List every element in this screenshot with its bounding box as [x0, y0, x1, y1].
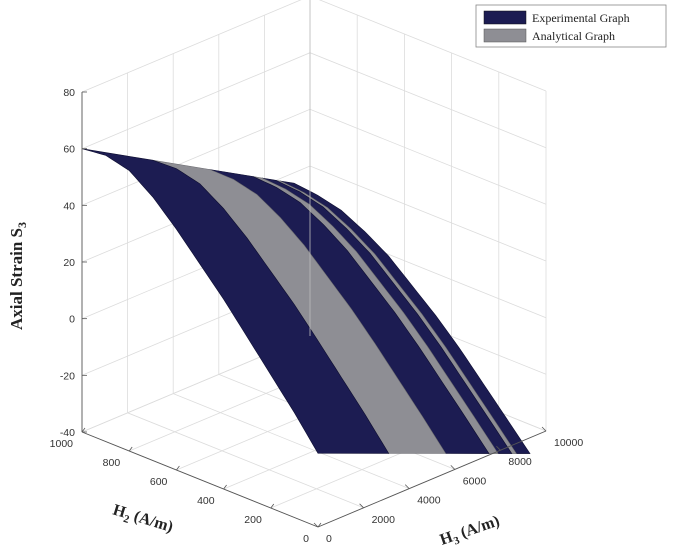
y-tick-mark: [450, 465, 456, 470]
y-tick-label: 8000: [508, 456, 532, 468]
x-axis-label: H2 (A/m): [110, 502, 175, 539]
legend-label-experimental: Experimental Graph: [532, 11, 630, 25]
y-tick-label: 6000: [463, 475, 487, 487]
x-tick-label: 600: [150, 476, 168, 488]
legend-swatch-experimental: [483, 10, 527, 25]
y-tick-mark: [313, 522, 319, 528]
x-tick-label: 0: [303, 533, 309, 545]
z-tick-label: -20: [60, 370, 75, 382]
tick-labels: -40-200204060800200400600800100002000400…: [50, 87, 584, 545]
surface-strips: [81, 148, 531, 454]
x-axis-line: [81, 431, 319, 528]
y-tick-mark: [404, 484, 410, 489]
z-tick-label: 0: [69, 314, 75, 326]
x-tick-mark: [270, 503, 275, 509]
x-tick-label: 1000: [50, 438, 74, 450]
z-tick-label: 20: [63, 257, 75, 269]
y-axis-label: H3 (A/m): [438, 513, 503, 552]
x-tick-mark: [223, 484, 227, 490]
y-tick-mark: [541, 426, 547, 432]
x-tick-mark: [317, 522, 322, 528]
grid-line-s3: [81, 0, 547, 93]
x-tick-mark: [81, 427, 86, 433]
y-axis-line: [317, 430, 547, 528]
y-tick-mark: [359, 503, 364, 509]
y-tick-mark: [496, 445, 501, 451]
z-tick-label: 40: [63, 200, 75, 212]
y-tick-label: 10000: [554, 437, 583, 449]
legend-swatch-analytical: [483, 28, 527, 43]
x-tick-label: 200: [244, 514, 262, 526]
y-tick-label: 4000: [417, 495, 441, 507]
y-tick-label: 0: [326, 533, 332, 545]
x-tick-label: 800: [103, 457, 121, 469]
z-tick-label: -40: [60, 427, 75, 439]
z-tick-label: 60: [63, 144, 75, 156]
y-tick-label: 2000: [372, 514, 396, 526]
surface-strip-experimental: [81, 148, 390, 454]
x-tick-label: 400: [197, 495, 215, 507]
x-tick-mark: [128, 446, 133, 452]
x-tick-mark: [176, 465, 180, 471]
legend-label-analytical: Analytical Graph: [532, 29, 615, 43]
z-axis-label: Axial Strain S3: [7, 222, 29, 330]
z-tick-label: 80: [63, 87, 75, 99]
legend: Experimental Graph Analytical Graph: [475, 4, 667, 48]
